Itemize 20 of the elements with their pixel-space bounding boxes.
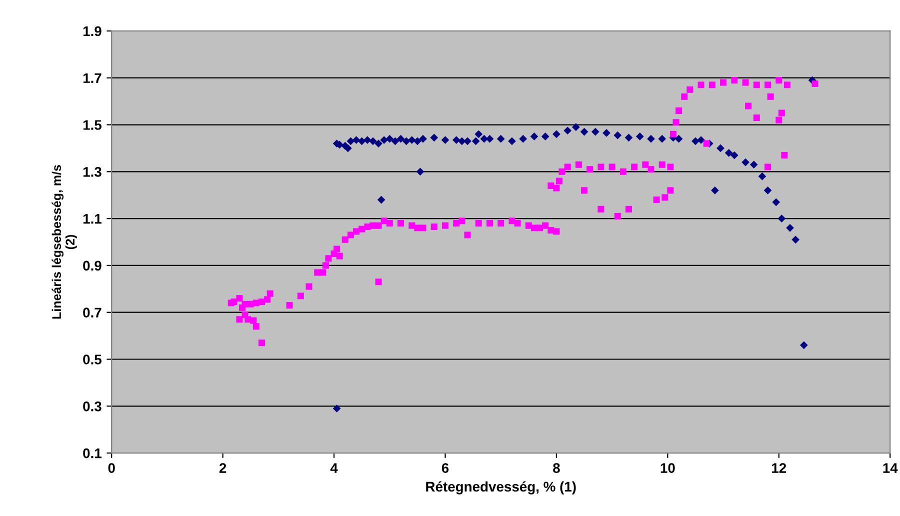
y-tick-label: 0.5 (83, 354, 102, 364)
y-axis-title: Lineáris légsebesség, m/s (2) (52, 165, 78, 319)
x-tick-label: 0 (108, 463, 115, 473)
x-tick-label: 12 (772, 463, 786, 473)
y-tick-label: 0.1 (83, 448, 102, 458)
y-tick-label: 0.7 (83, 308, 102, 318)
y-tick-label: 1.3 (83, 166, 102, 177)
y-tick-label: 1.7 (83, 73, 102, 83)
x-tick-label: 10 (660, 463, 675, 473)
y-tick-label: 1.5 (83, 120, 102, 130)
x-tick-label: 2 (219, 463, 226, 473)
y-tick-label: 0.9 (83, 260, 102, 271)
x-tick-label: 8 (553, 463, 560, 473)
x-tick-label: 14 (883, 463, 898, 473)
x-tick-label: 6 (442, 463, 449, 473)
x-axis-title: Rétegnedvesség, % (1) (426, 481, 576, 494)
y-tick-label: 1.9 (83, 26, 102, 36)
y-tick-label: 1.1 (83, 214, 102, 224)
y-tick-label: 0.3 (83, 401, 102, 412)
x-tick-label: 4 (330, 463, 338, 473)
